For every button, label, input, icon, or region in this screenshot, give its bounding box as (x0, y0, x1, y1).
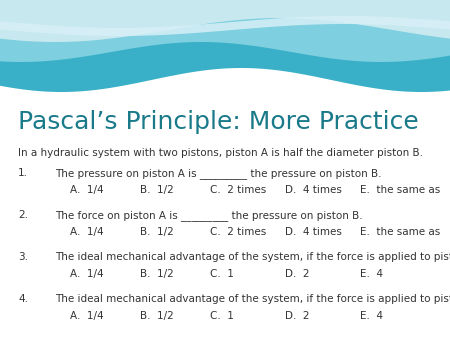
Text: 2.: 2. (18, 210, 28, 220)
Text: B.  1/2: B. 1/2 (140, 185, 174, 195)
Text: E.  the same as: E. the same as (360, 185, 440, 195)
Polygon shape (0, 42, 450, 92)
Text: A.  1/4: A. 1/4 (70, 227, 104, 237)
Polygon shape (0, 16, 450, 36)
Text: 4.: 4. (18, 294, 28, 304)
Text: B.  1/2: B. 1/2 (140, 311, 174, 321)
Text: The force on piston A is _________ the pressure on piston B.: The force on piston A is _________ the p… (55, 210, 363, 221)
Text: C.  1: C. 1 (210, 269, 234, 279)
Text: E.  4: E. 4 (360, 269, 383, 279)
Text: E.  4: E. 4 (360, 311, 383, 321)
Text: Pascal’s Principle: More Practice: Pascal’s Principle: More Practice (18, 110, 419, 134)
Text: D.  4 times: D. 4 times (285, 185, 342, 195)
Text: A.  1/4: A. 1/4 (70, 311, 104, 321)
Text: E.  the same as: E. the same as (360, 227, 440, 237)
Text: A.  1/4: A. 1/4 (70, 185, 104, 195)
Text: C.  2 times: C. 2 times (210, 185, 266, 195)
Text: C.  1: C. 1 (210, 311, 234, 321)
Text: In a hydraulic system with two pistons, piston A is half the diameter piston B.: In a hydraulic system with two pistons, … (18, 148, 423, 158)
Text: C.  2 times: C. 2 times (210, 227, 266, 237)
Text: The pressure on piston A is _________ the pressure on piston B.: The pressure on piston A is _________ th… (55, 168, 382, 179)
Polygon shape (0, 18, 450, 83)
Text: D.  4 times: D. 4 times (285, 227, 342, 237)
Text: 1.: 1. (18, 168, 28, 178)
Text: The ideal mechanical advantage of the system, if the force is applied to piston : The ideal mechanical advantage of the sy… (55, 294, 450, 304)
Text: 3.: 3. (18, 252, 28, 262)
Text: B.  1/2: B. 1/2 (140, 227, 174, 237)
Text: D.  2: D. 2 (285, 311, 310, 321)
Text: The ideal mechanical advantage of the system, if the force is applied to piston : The ideal mechanical advantage of the sy… (55, 252, 450, 262)
Text: A.  1/4: A. 1/4 (70, 269, 104, 279)
Polygon shape (0, 0, 450, 73)
Text: B.  1/2: B. 1/2 (140, 269, 174, 279)
Text: D.  2: D. 2 (285, 269, 310, 279)
